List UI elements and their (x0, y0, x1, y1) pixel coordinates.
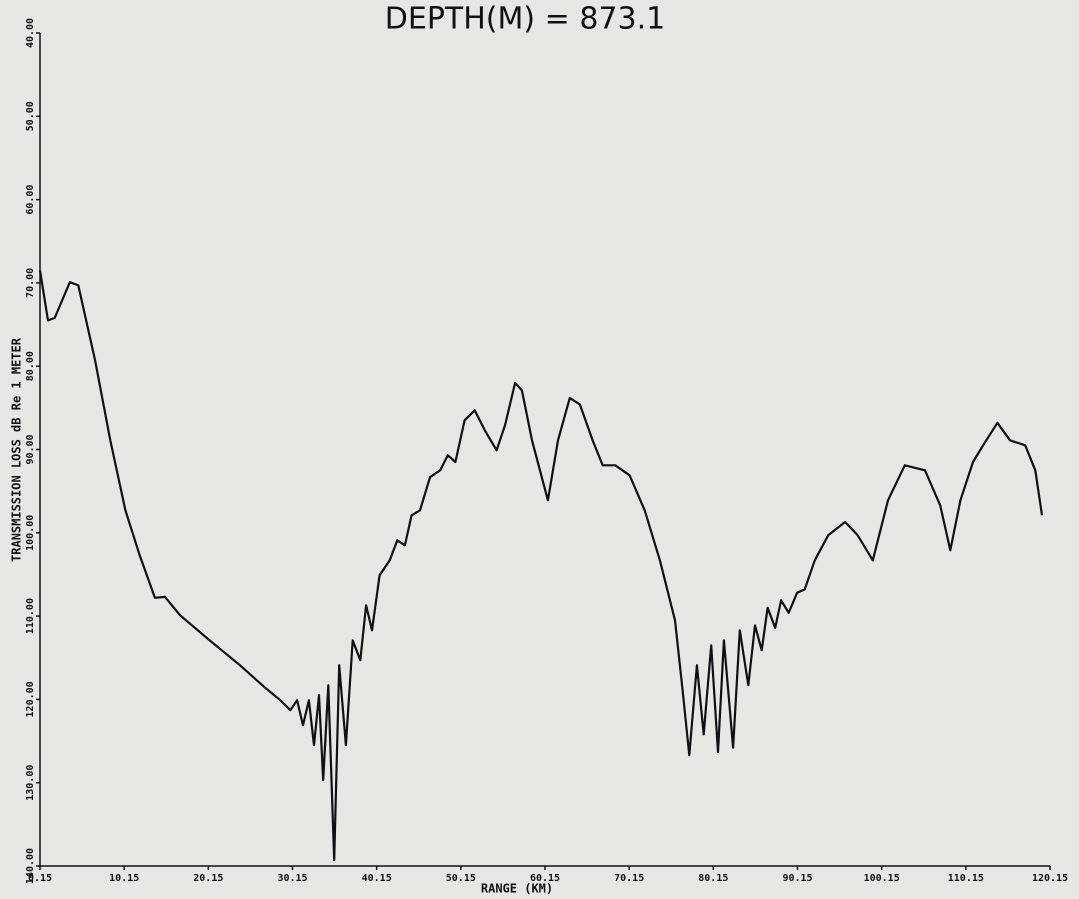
x-tick-label: 50.15 (446, 873, 476, 884)
y-tick-label: 70.00 (25, 268, 36, 298)
y-tick-label: 140.00 (25, 848, 36, 884)
x-tick-label: 20.15 (193, 873, 223, 884)
x-tick-label: 70.15 (614, 873, 644, 884)
y-tick-label: 120.00 (25, 681, 36, 717)
chart-title: DEPTH(M) = 873.1 (385, 2, 665, 37)
y-tick-label: 80.00 (25, 351, 36, 381)
x-tick-label: 0.15 (28, 873, 52, 884)
x-tick-label: 90.15 (782, 873, 812, 884)
y-tick-label: 50.00 (25, 101, 36, 131)
x-tick-label: 80.15 (698, 873, 728, 884)
y-tick-label: 90.00 (25, 434, 36, 464)
x-tick-label: 10.15 (109, 873, 139, 884)
x-tick-label: 40.15 (362, 873, 392, 884)
x-tick-label: 120.15 (1032, 873, 1068, 884)
y-tick-label: 100.00 (25, 515, 36, 551)
y-axis-label: TRANSMISSION LOSS dB Re 1 METER (10, 337, 24, 562)
x-tick-label: 60.15 (530, 873, 560, 884)
y-tick-label: 60.00 (25, 185, 36, 215)
x-tick-label: 100.15 (864, 873, 900, 884)
y-tick-label: 130.00 (25, 765, 36, 801)
y-tick-label: 110.00 (25, 598, 36, 634)
data-line (38, 270, 1044, 862)
y-tick-label: 40.00 (25, 18, 36, 48)
x-tick-label: 110.15 (948, 873, 984, 884)
x-axis-label: RANGE (KM) (481, 882, 553, 896)
x-tick-label: 30.15 (277, 873, 307, 884)
